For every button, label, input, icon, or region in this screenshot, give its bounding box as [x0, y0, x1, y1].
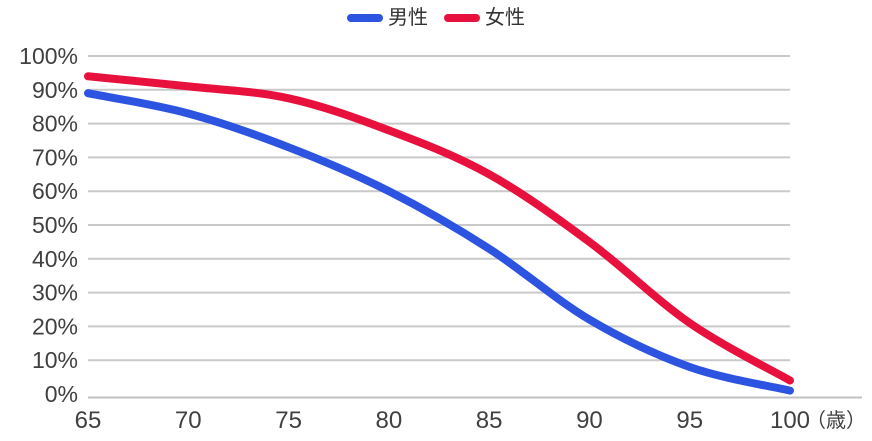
x-tick-label: 70 — [175, 407, 202, 434]
x-tick-label: 95 — [676, 407, 703, 434]
y-tick-label: 50% — [32, 212, 78, 238]
chart-legend: 男性 女性 — [0, 8, 872, 28]
series-line-female — [84, 72, 794, 385]
y-tick-label: 70% — [32, 144, 78, 170]
x-tick-label: 75 — [275, 407, 302, 434]
y-tick-label: 80% — [32, 111, 78, 137]
y-tick-label: 60% — [32, 178, 78, 204]
x-tick-label: 80 — [376, 407, 403, 434]
x-tick-label: 85 — [476, 407, 503, 434]
y-tick-label: 0% — [45, 381, 78, 407]
x-tick-label: 100 — [770, 407, 810, 434]
y-tick-label: 20% — [32, 313, 78, 339]
legend-swatch-icon — [444, 14, 480, 22]
legend-item-female: 女性 — [444, 8, 525, 28]
x-tick-label: 90 — [576, 407, 603, 434]
y-tick-label: 90% — [32, 77, 78, 103]
x-tick-label: 65 — [75, 407, 102, 434]
legend-label: 女性 — [485, 7, 525, 29]
x-axis-unit-label: （歳） — [806, 409, 866, 432]
series-line-male — [84, 89, 794, 395]
legend-label: 男性 — [388, 7, 428, 29]
y-tick-label: 100% — [19, 43, 78, 69]
y-tick-label: 10% — [32, 347, 78, 373]
legend-swatch-icon — [347, 14, 383, 22]
legend-item-male: 男性 — [347, 8, 428, 28]
y-tick-label: 30% — [32, 280, 78, 306]
y-tick-label: 40% — [32, 246, 78, 272]
